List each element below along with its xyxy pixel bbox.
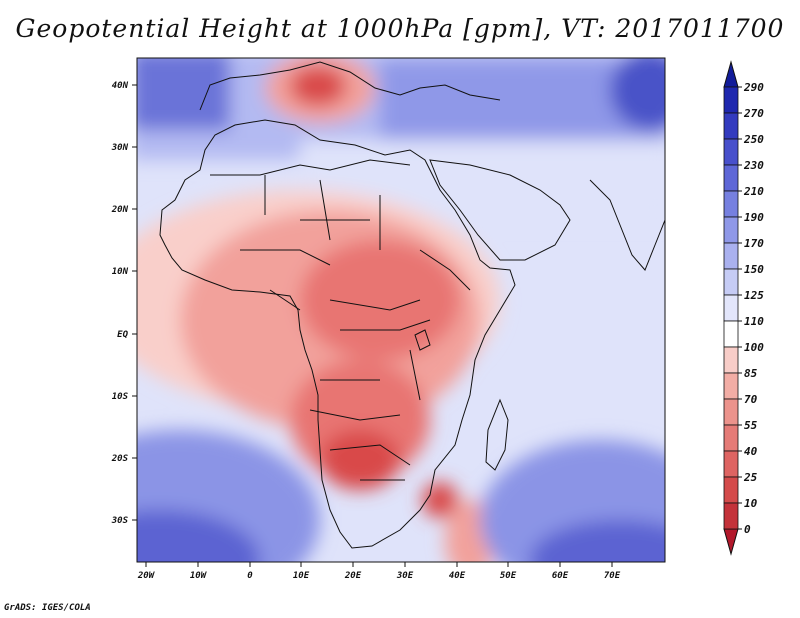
- map-frame: [136, 57, 666, 563]
- colorbar-swatch: [723, 294, 739, 322]
- colorbar-swatch: [723, 112, 739, 140]
- colorbar-label: 100: [744, 341, 764, 354]
- colorbar-swatch: [723, 242, 739, 270]
- colorbar-swatch: [723, 502, 739, 530]
- lon-tick-label: 50E: [500, 571, 517, 581]
- colorbar-swatch: [723, 164, 739, 192]
- colorbar-swatch: [723, 346, 739, 374]
- colorbar-swatch: [723, 320, 739, 348]
- colorbar-label: 70: [744, 393, 758, 406]
- lon-tick-label: 20W: [137, 571, 156, 581]
- colorbar: 2902702502302101901701501251101008570554…: [723, 60, 764, 556]
- lon-tick-label: 30E: [396, 571, 414, 581]
- colorbar-swatch: [723, 190, 739, 218]
- colorbar-label: 40: [744, 445, 758, 458]
- field-south-atlantic-core: [137, 510, 260, 562]
- latitude-axis: 40N 30N 20N 10N EQ 10S 20S 30S: [111, 81, 137, 526]
- colorbar-label: 190: [744, 211, 764, 224]
- lat-tick-label: 20S: [111, 454, 129, 464]
- colorbar-label: 25: [743, 471, 758, 484]
- lat-tick-label: 20N: [111, 205, 129, 215]
- colorbar-swatch: [723, 216, 739, 244]
- lat-tick-label: EQ: [117, 330, 128, 340]
- colorbar-label: 0: [744, 523, 751, 536]
- colorbar-swatch: [723, 372, 739, 400]
- lat-tick-label: 30S: [111, 516, 129, 526]
- map-title: Geopotential Height at 1000hPa [gpm], VT…: [15, 14, 785, 43]
- colorbar-bottom-arrow: [723, 528, 739, 556]
- colorbar-label: 170: [744, 237, 764, 250]
- lat-tick-label: 30N: [111, 143, 129, 153]
- colorbar-label: 250: [743, 133, 764, 146]
- field-south-indian-core: [530, 520, 665, 562]
- grads-credit: GrADS: IGES/COLA: [4, 603, 91, 613]
- colorbar-swatch: [723, 138, 739, 166]
- colorbar-label: 290: [743, 81, 764, 94]
- colorbar-label: 230: [743, 159, 764, 172]
- colorbar-swatch: [723, 424, 739, 452]
- field-nw-blue: [137, 58, 230, 130]
- lon-tick-label: 10E: [293, 571, 310, 581]
- colorbar-swatch: [723, 398, 739, 426]
- lon-tick-label: 40E: [449, 571, 466, 581]
- colorbar-label: 110: [744, 315, 764, 328]
- madagascar: [485, 398, 509, 471]
- africa-coastline: [159, 119, 516, 549]
- field-central-africa: [300, 240, 460, 360]
- colorbar-swatch: [723, 476, 739, 504]
- longitude-axis: 20W 10W 0 10E 20E 30E 40E 50E 60E 70E: [137, 562, 621, 581]
- arabian-peninsula: [429, 159, 571, 261]
- lon-tick-label: 70E: [604, 571, 621, 581]
- coastlines: [159, 61, 665, 549]
- colorbar-top-arrow: [723, 60, 739, 88]
- field-asia-blue: [610, 58, 665, 130]
- colorbar-label: 125: [744, 289, 764, 302]
- europe-coast: [199, 61, 501, 111]
- geopotential-field: [137, 58, 665, 562]
- lake-victoria: [414, 329, 431, 351]
- colorbar-swatch: [723, 86, 739, 114]
- sahara-borders: [210, 159, 471, 481]
- colorbar-label: 270: [743, 107, 764, 120]
- lon-tick-label: 60E: [552, 571, 569, 581]
- lat-tick-label: 40N: [112, 81, 129, 91]
- lon-tick-label: 0: [247, 571, 253, 581]
- colorbar-label: 210: [743, 185, 764, 198]
- colorbar-label: 85: [744, 367, 758, 380]
- colorbar-label: 150: [744, 263, 764, 276]
- field-kalahari-low: [320, 430, 400, 490]
- colorbar-label: 10: [744, 497, 758, 510]
- colorbar-swatch: [723, 268, 739, 296]
- india-coast: [589, 179, 665, 271]
- colorbar-swatch: [723, 450, 739, 478]
- lon-tick-label: 20E: [344, 571, 362, 581]
- lon-tick-label: 10W: [190, 571, 208, 581]
- colorbar-label: 55: [744, 419, 758, 432]
- lat-tick-label: 10S: [112, 392, 129, 402]
- field-med-low-core: [290, 66, 346, 106]
- lat-tick-label: 10N: [112, 267, 129, 277]
